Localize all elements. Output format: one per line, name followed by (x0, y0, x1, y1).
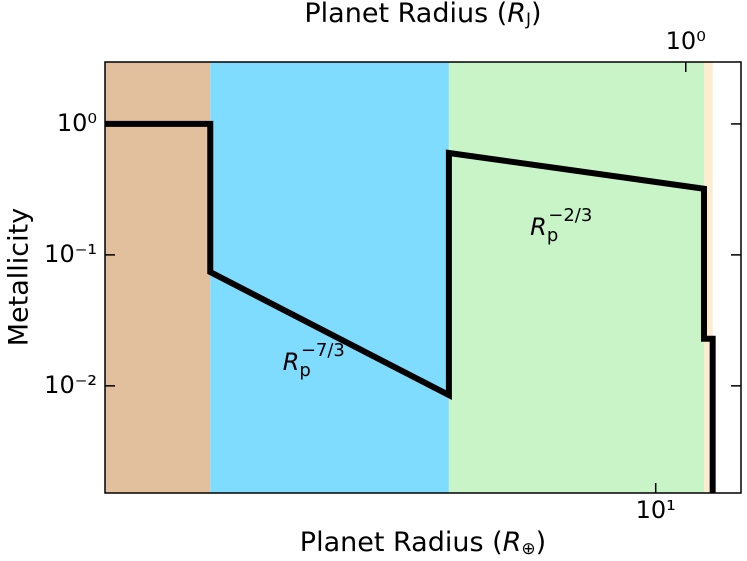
annotation: Rp−2/3 (530, 205, 592, 246)
y-tick-label: 10⁻² (44, 371, 97, 399)
annotation-part: R (530, 213, 547, 241)
y-tick-label: 10⁻¹ (44, 240, 97, 268)
region (703, 62, 713, 493)
y-tick-label: 10⁰ (57, 109, 97, 137)
y-axis-label: Metallicity (4, 208, 35, 346)
annotation: Rp−7/3 (283, 340, 345, 381)
annotation-part: p (299, 360, 310, 381)
x-axis-label: Planet Radius (R⊕) (300, 527, 546, 560)
region (105, 62, 211, 493)
regions (105, 62, 713, 493)
plot (105, 120, 716, 493)
x2-tick-label: 10⁰ (666, 27, 706, 55)
region (210, 62, 449, 493)
x-tick-label: 10¹ (636, 496, 676, 524)
x2-axis-label: Planet Radius (RJ) (304, 0, 541, 30)
annotation-part: −7/3 (301, 340, 345, 361)
data-line (105, 120, 716, 493)
annotation-part: −2/3 (548, 205, 592, 226)
annotation-part: R (283, 348, 300, 376)
annotation-part: p (547, 225, 558, 246)
region (448, 62, 704, 493)
axes-frame (104, 61, 742, 494)
